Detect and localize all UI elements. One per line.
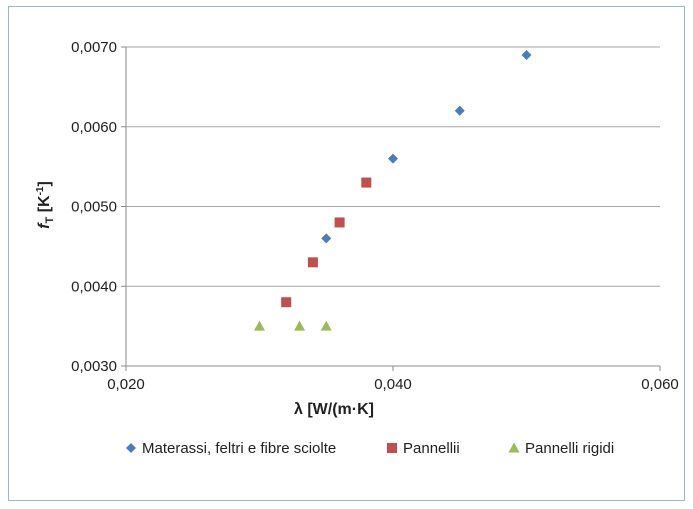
data-point-square: [281, 297, 292, 308]
data-point-square: [334, 217, 345, 228]
legend-label: Pannelli rigidi: [525, 440, 614, 457]
data-point-triangle: [254, 320, 265, 331]
x-axis-title: λ [W/(m·K]: [294, 401, 374, 418]
y-axis-title-unit: [K: [36, 195, 53, 217]
chart-frame: 0,0030 0,0040 0,0050 0,0060 0,0070 0,020 0,04…: [8, 6, 685, 501]
data-points: [254, 49, 532, 331]
x-tick-label: 0,060: [641, 376, 679, 393]
y-tick-label: 0,0060: [71, 119, 117, 136]
data-point-diamond: [454, 105, 465, 116]
y-axis-title: fT [K-1]: [35, 181, 56, 229]
legend-label: Materassi, feltri e fibre sciolte: [142, 440, 336, 457]
y-axis-title-main: f: [36, 222, 53, 229]
y-tick-label: 0,0070: [71, 39, 117, 56]
y-axis-title-sup: -1: [35, 186, 46, 195]
y-tick-label: 0,0040: [71, 278, 117, 295]
y-tick-label: 0,0050: [71, 199, 117, 216]
legend-marker-diamond: [126, 443, 136, 453]
y-axis-title-close: ]: [36, 181, 53, 186]
gridlines: [126, 46, 660, 287]
legend-marker-triangle: [508, 442, 520, 453]
legend-marker-square: [387, 443, 397, 453]
data-point-diamond: [521, 49, 532, 60]
x-tick-label: 0,040: [374, 376, 412, 393]
data-point-triangle: [294, 320, 306, 331]
data-point-diamond: [321, 233, 332, 244]
y-tick-labels: 0,0030 0,0040 0,0050 0,0060 0,0070: [71, 39, 117, 375]
data-point-triangle: [320, 320, 332, 331]
legend: Materassi, feltri e fibre sciolte Pannell…: [126, 440, 614, 457]
axes: [121, 46, 661, 371]
data-point-square: [361, 177, 372, 188]
x-tick-labels: 0,020 0,040 0,060: [107, 376, 679, 393]
scatter-chart: 0,0030 0,0040 0,0050 0,0060 0,0070 0,020 0,04…: [35, 39, 679, 457]
x-tick-label: 0,020: [107, 376, 145, 393]
legend-label: Pannellii: [403, 440, 460, 457]
y-axis-title-sub: T: [44, 216, 56, 223]
data-point-diamond: [388, 153, 398, 164]
y-tick-label: 0,0030: [71, 358, 117, 375]
data-point-square: [307, 257, 318, 268]
